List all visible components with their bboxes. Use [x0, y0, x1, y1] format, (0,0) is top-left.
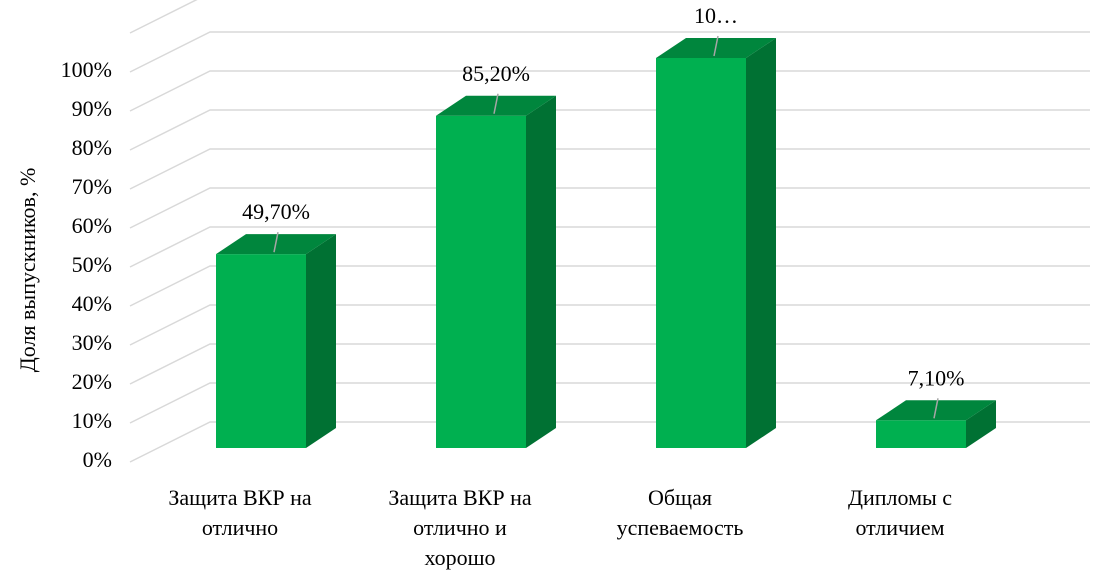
y-tick-label: 0%	[83, 447, 112, 472]
plot-frame	[129, 0, 198, 34]
grid-line	[129, 148, 1090, 190]
bar	[436, 95, 556, 448]
grid-line	[129, 304, 1090, 346]
bar	[656, 38, 776, 448]
y-tick-label: 80%	[72, 135, 112, 160]
y-tick-label: 40%	[72, 291, 112, 316]
x-tick-label: Защита ВКР на отлично и хорошо	[388, 485, 532, 570]
bar-front	[436, 115, 526, 448]
y-tick-label: 10%	[72, 408, 112, 433]
grid-line	[129, 70, 1090, 112]
y-axis-label: Доля выпускников, %	[15, 168, 40, 373]
bar-front	[216, 254, 306, 448]
value-label: 10…	[694, 3, 738, 28]
leader-line	[273, 232, 279, 253]
bar-side	[306, 234, 336, 448]
x-tick-label: Защита ВКР на отлично	[168, 485, 312, 540]
y-tick-label: 50%	[72, 252, 112, 277]
grid-line	[129, 109, 1090, 151]
leader-line	[713, 35, 719, 57]
value-label: 49,70%	[242, 199, 310, 224]
grid-line	[129, 382, 1090, 424]
grid-line	[129, 226, 1090, 268]
value-label: 7,10%	[908, 365, 965, 390]
y-tick-label: 100%	[61, 57, 112, 82]
y-tick-label: 20%	[72, 369, 112, 394]
grid-line	[129, 31, 1090, 73]
bar-front	[656, 58, 746, 448]
bar-front	[876, 420, 966, 448]
bar-side	[966, 400, 996, 448]
leader-line	[933, 398, 939, 419]
grid-line	[129, 187, 1090, 229]
bar	[216, 234, 336, 448]
bar-side	[526, 95, 556, 448]
y-tick-label: 60%	[72, 213, 112, 238]
value-label: 85,20%	[462, 61, 530, 86]
y-tick-label: 70%	[72, 174, 112, 199]
y-tick-label: 90%	[72, 96, 112, 121]
y-tick-label: 30%	[72, 330, 112, 355]
grid-line	[129, 421, 1090, 463]
leader-line	[493, 93, 499, 114]
bar-side	[746, 38, 776, 448]
grid-line	[129, 265, 1090, 307]
grid-line	[129, 343, 1090, 385]
x-tick-label: Дипломы с отличием	[847, 485, 953, 540]
x-tick-label: Общая успеваемость	[616, 485, 744, 540]
